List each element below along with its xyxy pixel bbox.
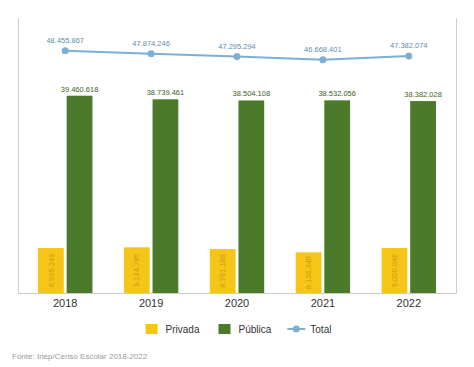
- x-tick: 2021: [311, 293, 335, 309]
- x-axis: 2018 2019 2020 2021 2022: [19, 293, 457, 309]
- data-label: 8.995.249: [47, 254, 56, 287]
- data-label: 48.455.867: [46, 36, 84, 45]
- plot: 201820192020202120228.995.2499.134.7858.…: [19, 19, 457, 309]
- bar: [382, 248, 408, 293]
- legend-label: Total: [310, 324, 331, 335]
- bar-series: [38, 247, 407, 293]
- data-label: 38.504.108: [233, 89, 271, 98]
- data-label: 38.382.028: [404, 90, 442, 99]
- data-label: 47.382.074: [390, 41, 428, 50]
- x-tick-label: 2019: [139, 297, 163, 309]
- bar: [410, 101, 436, 293]
- data-label: 47.295.294: [218, 42, 256, 51]
- x-tick: 2022: [397, 293, 421, 309]
- x-tick-label: 2020: [225, 297, 249, 309]
- y-axis: [18, 19, 19, 294]
- bar: [210, 249, 236, 293]
- legend-item: Total: [287, 324, 331, 335]
- data-label: 8.791.186: [218, 254, 227, 287]
- x-axis-line: [19, 293, 457, 294]
- x-tick: 2019: [139, 293, 163, 309]
- data-label: 9.000.046: [390, 254, 399, 287]
- data-label: 38.532.056: [318, 89, 356, 98]
- bar: [296, 252, 322, 293]
- x-tick-label: 2022: [397, 297, 421, 309]
- y2-axis: [456, 19, 457, 294]
- data-label: 47.874.246: [132, 39, 170, 48]
- legend: Privada Pública Total: [146, 324, 332, 335]
- data-label: 9.134.785: [132, 253, 141, 286]
- legend-swatch: [146, 324, 158, 334]
- data-label: 38.739.461: [147, 88, 185, 97]
- data-label: 46.668.401: [304, 45, 342, 54]
- x-tick-label: 2018: [53, 297, 77, 309]
- bar: [67, 96, 93, 293]
- x-tick-label: 2021: [311, 297, 335, 309]
- bar: [153, 99, 179, 293]
- legend-swatch-marker: [293, 326, 300, 333]
- bar-series: [67, 96, 436, 293]
- bar: [324, 100, 350, 293]
- marker: [234, 53, 241, 60]
- data-labels: 8.995.249 9.134.785 8.791.186 8.136.345 9.00…: [46, 36, 441, 290]
- legend-item: Pública: [218, 324, 271, 335]
- chart: 201820192020202120228.995.2499.134.7858.…: [0, 0, 474, 367]
- data-label: 39.460.618: [61, 85, 99, 94]
- legend-swatch: [218, 324, 230, 334]
- y-axis-line: [18, 19, 19, 294]
- x-tick: 2020: [225, 293, 249, 309]
- x-tick: 2018: [53, 293, 77, 309]
- marker: [405, 53, 412, 60]
- y2-axis-line: [456, 19, 457, 294]
- marker: [148, 50, 155, 57]
- marker: [319, 56, 326, 63]
- bar: [124, 247, 150, 293]
- line: [65, 51, 409, 60]
- legend-label: Privada: [166, 324, 200, 335]
- marks: [38, 47, 436, 293]
- data-label: 8.136.345: [304, 256, 313, 289]
- annotation: Fonte: Inep/Censo Escolar 2018-2022: [12, 352, 148, 361]
- bar: [238, 100, 264, 293]
- legend-label: Pública: [238, 324, 271, 335]
- legend-item: Privada: [146, 324, 200, 335]
- bar: [38, 248, 64, 293]
- marker: [62, 47, 69, 54]
